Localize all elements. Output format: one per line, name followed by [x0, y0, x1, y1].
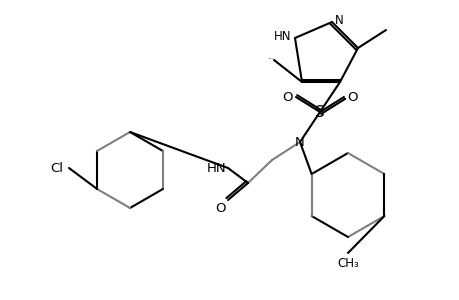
- Text: Cl: Cl: [50, 161, 63, 175]
- Text: O: O: [282, 91, 292, 103]
- Text: methyl: methyl: [268, 57, 273, 59]
- Text: N: N: [295, 136, 304, 148]
- Text: N: N: [334, 14, 343, 26]
- Text: CH₃: CH₃: [336, 257, 358, 270]
- Text: O: O: [215, 202, 225, 215]
- Text: S: S: [314, 104, 324, 119]
- Text: HN: HN: [273, 29, 291, 43]
- Text: HN: HN: [206, 161, 225, 175]
- Text: O: O: [346, 91, 357, 103]
